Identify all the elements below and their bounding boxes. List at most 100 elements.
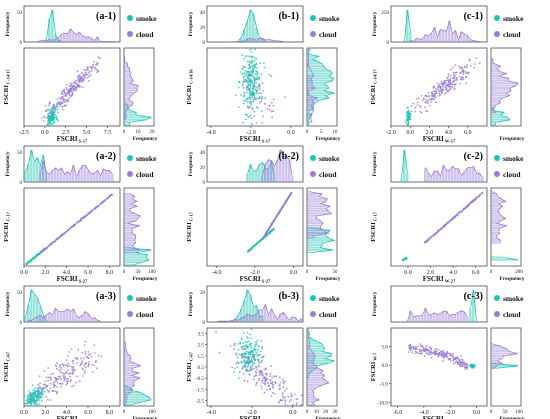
point-smoke <box>248 63 251 66</box>
point-cloud <box>450 219 453 221</box>
right-hist-bar-cloud <box>491 357 502 360</box>
point-smoke <box>261 345 263 348</box>
right-hist-bar-smoke <box>124 391 141 394</box>
right-hist-bar-cloud <box>491 222 497 225</box>
right-hist-bar-cloud <box>124 89 138 92</box>
point-cloud <box>94 361 97 364</box>
x-axis-label-main: FSCRI <box>57 275 78 283</box>
point-cloud <box>236 366 239 369</box>
top-hist-bar-cloud <box>60 311 63 322</box>
right-hist-bar-cloud <box>491 65 501 68</box>
top-hist-bar-cloud <box>270 160 273 182</box>
point-cloud <box>430 235 433 238</box>
right-hist-bar-cloud <box>307 388 313 391</box>
right-hist-bar-smoke <box>307 77 334 80</box>
scatter-frame <box>206 187 304 267</box>
point-cloud <box>78 74 81 76</box>
point-cloud <box>263 391 266 394</box>
point-cloud <box>77 78 80 81</box>
point-smoke <box>406 123 409 125</box>
point-cloud <box>47 376 50 379</box>
right-hist-bar-cloud <box>491 362 502 365</box>
right-hist-bar-cloud <box>491 212 500 215</box>
point-cloud <box>48 102 51 105</box>
right-hist-bar-cloud <box>124 231 133 234</box>
right-hist-bar-cloud <box>491 108 494 111</box>
right-hist-bar-cloud <box>307 113 311 116</box>
top-hist-bar-smoke <box>249 295 252 322</box>
x-tick-label: 2.0 <box>42 270 50 276</box>
point-cloud <box>261 373 264 376</box>
point-cloud <box>249 101 251 104</box>
point-cloud <box>269 225 271 228</box>
right-hist-bar-cloud <box>491 227 500 229</box>
right-hist-bar-cloud <box>491 72 507 75</box>
point-cloud <box>241 368 244 370</box>
point-cloud <box>454 83 457 85</box>
right-hist-bar-cloud <box>307 231 329 234</box>
top-hist-curve-smoke <box>25 289 47 322</box>
top-hist-curve-cloud <box>28 307 101 322</box>
right-hist-tick-label: 50 <box>333 270 339 275</box>
point-cloud <box>56 108 59 111</box>
point-cloud <box>445 91 447 94</box>
point-cloud <box>416 104 419 106</box>
point-cloud <box>65 92 68 95</box>
top-hist-bar-smoke <box>406 10 409 42</box>
point-cloud <box>81 375 84 377</box>
point-smoke <box>27 398 29 400</box>
point-cloud <box>244 79 247 82</box>
point-cloud <box>480 192 483 195</box>
top-hist-bar-cloud <box>469 167 472 182</box>
top-hist-bar-cloud <box>288 159 291 182</box>
top-hist-bar-cloud <box>433 171 436 182</box>
right-hist-bar-cloud <box>491 91 507 94</box>
point-cloud <box>427 102 430 105</box>
point-smoke <box>244 363 247 366</box>
point-cloud <box>289 193 292 196</box>
point-smoke <box>255 340 257 343</box>
point-smoke <box>240 361 243 363</box>
top-hist-bar-cloud <box>51 315 54 322</box>
point-smoke <box>248 71 251 73</box>
point-smoke <box>250 117 253 120</box>
point-smoke <box>249 106 252 108</box>
top-hist-bar-cloud <box>45 315 48 322</box>
point-cloud <box>258 96 261 98</box>
right-hist-bar-cloud <box>124 195 135 198</box>
point-smoke <box>35 255 38 258</box>
top-hist-bar-smoke <box>258 164 261 182</box>
top-hist-tick-label: 0 <box>203 41 206 46</box>
top-hist-bar-smoke <box>27 164 30 182</box>
y-axis-label-main: FSCRI <box>370 222 377 242</box>
point-cloud <box>72 370 75 373</box>
right-hist-bar-cloud <box>307 379 326 382</box>
right-histogram-xlabel: Frequency <box>500 136 525 142</box>
right-hist-bar-cloud <box>491 60 493 63</box>
point-cloud <box>79 85 82 88</box>
right-hist-bar-cloud <box>124 84 139 87</box>
point-cloud <box>290 191 293 194</box>
right-hist-bar-cloud <box>491 84 516 87</box>
top-hist-curve-smoke <box>470 289 477 322</box>
y-axis-label-sub: C-17 <box>373 211 378 221</box>
point-cloud <box>465 82 468 85</box>
point-cloud <box>295 402 298 404</box>
point-cloud <box>435 90 437 92</box>
point-cloud <box>83 74 86 77</box>
point-cloud <box>52 383 55 386</box>
point-cloud <box>243 365 246 368</box>
point-cloud <box>85 73 88 76</box>
point-cloud <box>277 401 280 404</box>
point-smoke <box>247 337 249 339</box>
right-hist-bar-cloud <box>307 212 332 215</box>
top-hist-bar-cloud <box>99 175 102 182</box>
point-cloud <box>476 196 479 198</box>
right-hist-bar-cloud <box>124 367 133 369</box>
point-cloud <box>458 364 461 367</box>
point-cloud <box>70 348 73 351</box>
point-smoke <box>250 346 253 349</box>
right-hist-bar-cloud <box>307 192 322 195</box>
top-hist-bar-cloud <box>36 316 39 322</box>
y-axis-label-sub: C-67 <box>189 351 194 361</box>
